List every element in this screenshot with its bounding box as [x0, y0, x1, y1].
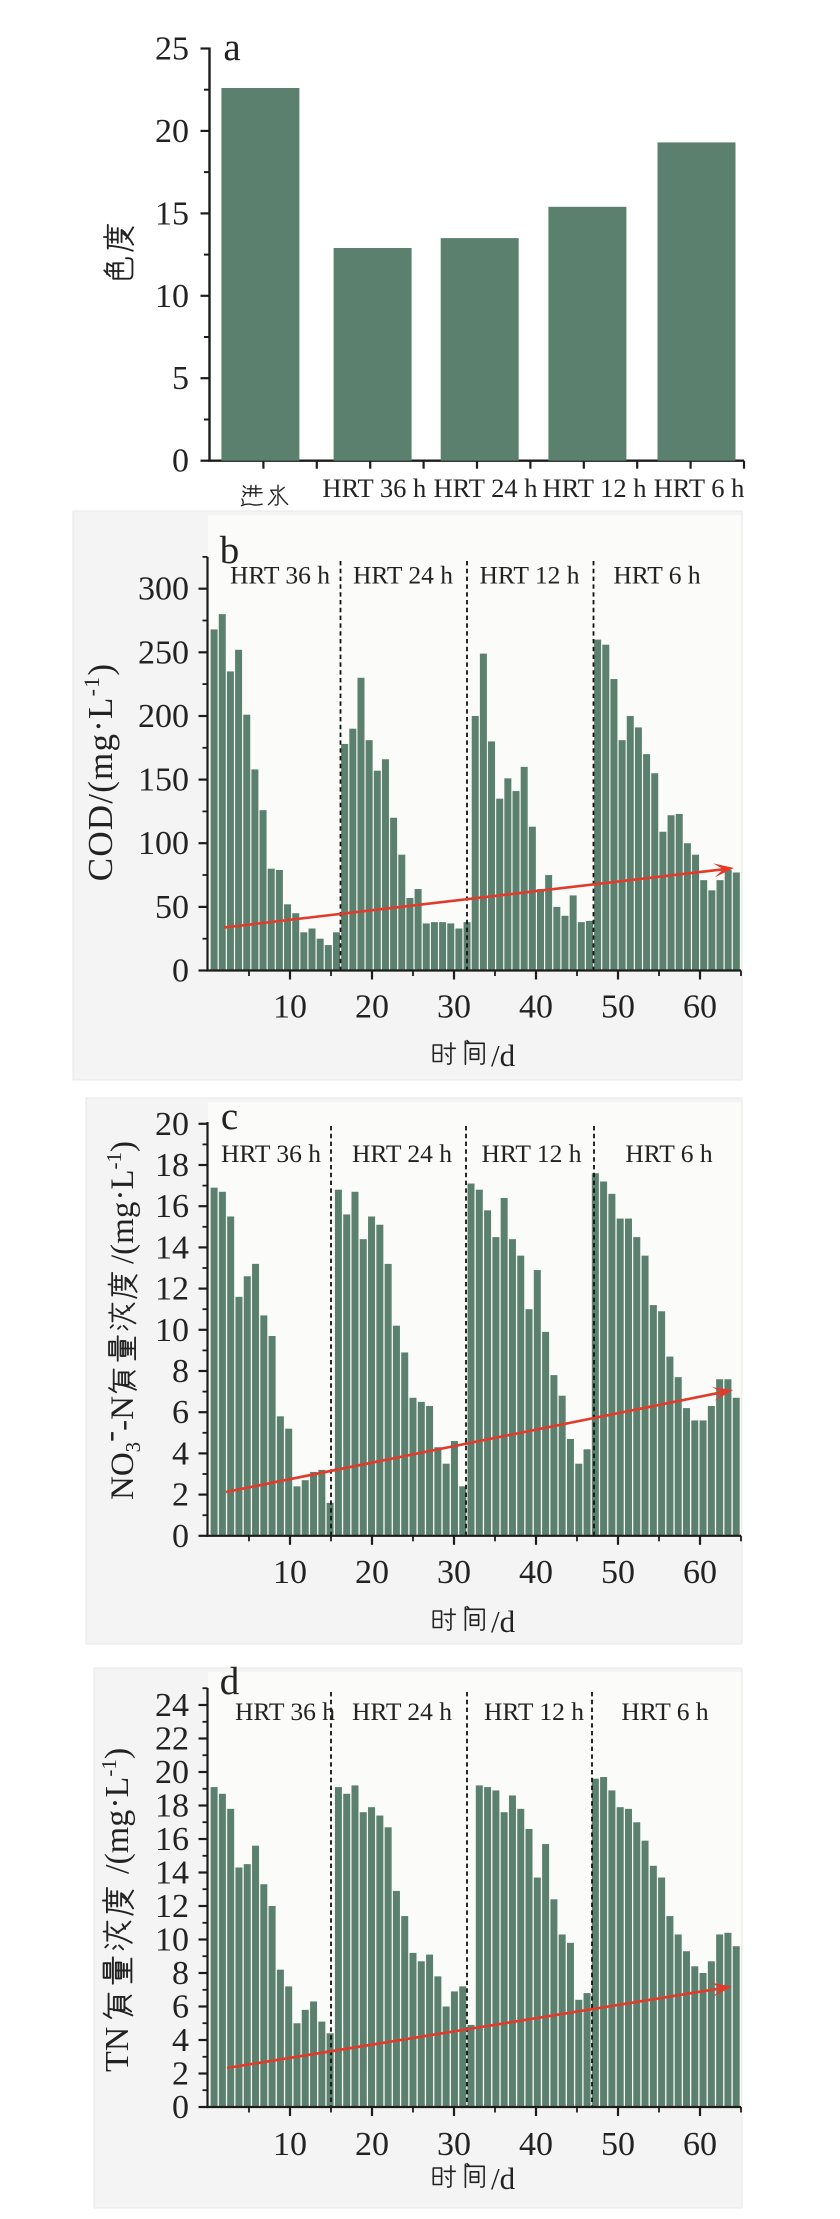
svg-text:TN: TN: [99, 2027, 136, 2072]
svg-text:14: 14: [155, 1855, 189, 1892]
svg-text:300: 300: [138, 571, 189, 608]
svg-text:4: 4: [172, 2022, 189, 2059]
svg-text:24: 24: [155, 1687, 189, 1724]
svg-text:HRT 24 h: HRT 24 h: [352, 1697, 452, 1726]
svg-text:/(mg·L-1): /(mg·L-1): [102, 1141, 141, 1264]
svg-text:30: 30: [437, 2126, 471, 2163]
svg-text:30: 30: [437, 1554, 471, 1591]
svg-text:16: 16: [155, 1821, 189, 1858]
svg-text:6: 6: [172, 1394, 189, 1431]
svg-text:8: 8: [172, 1353, 189, 1390]
svg-text:HRT 12 h: HRT 12 h: [543, 473, 647, 503]
svg-text:b: b: [220, 529, 240, 572]
svg-text:50: 50: [601, 989, 635, 1026]
svg-text:/d: /d: [491, 2161, 516, 2196]
svg-text:22: 22: [155, 1721, 189, 1758]
svg-text:20: 20: [155, 1754, 189, 1791]
svg-text:HRT 6 h: HRT 6 h: [613, 561, 701, 590]
svg-text:150: 150: [138, 762, 189, 799]
svg-text:60: 60: [683, 1554, 717, 1591]
svg-text:HRT 24 h: HRT 24 h: [352, 1139, 452, 1168]
svg-text:30: 30: [437, 989, 471, 1026]
svg-text:HRT 6 h: HRT 6 h: [621, 1697, 709, 1726]
svg-text:8: 8: [172, 1955, 189, 1992]
svg-text:12: 12: [155, 1888, 189, 1925]
svg-text:18: 18: [155, 1147, 189, 1184]
svg-text:250: 250: [138, 634, 189, 671]
svg-text:20: 20: [355, 1554, 389, 1591]
svg-text:HRT 24 h: HRT 24 h: [353, 561, 453, 590]
svg-text:20: 20: [355, 989, 389, 1026]
svg-text:18: 18: [155, 1788, 189, 1825]
svg-text:/d: /d: [491, 1038, 516, 1073]
svg-text:50: 50: [601, 2126, 635, 2163]
svg-text:0: 0: [172, 443, 189, 480]
svg-text:60: 60: [683, 989, 717, 1026]
svg-text:HRT 12 h: HRT 12 h: [481, 1139, 581, 1168]
svg-text:0: 0: [172, 953, 189, 990]
svg-text:10: 10: [273, 989, 307, 1026]
svg-text:40: 40: [519, 2126, 553, 2163]
svg-text:50: 50: [155, 889, 189, 926]
svg-text:10: 10: [155, 278, 189, 315]
svg-text:HRT 12 h: HRT 12 h: [484, 1697, 584, 1726]
svg-text:15: 15: [155, 195, 189, 232]
svg-text:20: 20: [155, 1106, 189, 1143]
svg-text:60: 60: [683, 2126, 717, 2163]
svg-text:10: 10: [273, 1554, 307, 1591]
svg-text:40: 40: [519, 989, 553, 1026]
svg-text:200: 200: [138, 698, 189, 735]
svg-text:HRT 36 h: HRT 36 h: [221, 1139, 321, 1168]
svg-text:HRT 6 h: HRT 6 h: [654, 473, 745, 503]
svg-text:HRT 36 h: HRT 36 h: [235, 1697, 335, 1726]
svg-text:50: 50: [601, 1554, 635, 1591]
svg-text:2: 2: [172, 1477, 189, 1514]
svg-text:10: 10: [273, 2126, 307, 2163]
svg-text:100: 100: [138, 825, 189, 862]
svg-text:20: 20: [155, 113, 189, 150]
svg-text:HRT 36 h: HRT 36 h: [230, 561, 330, 590]
svg-text:20: 20: [355, 2126, 389, 2163]
svg-text:a: a: [223, 26, 240, 69]
svg-text:HRT 6 h: HRT 6 h: [625, 1139, 713, 1168]
svg-text:6: 6: [172, 1989, 189, 2026]
svg-text:12: 12: [155, 1271, 189, 1308]
svg-text:10: 10: [155, 1312, 189, 1349]
svg-text:HRT 36 h: HRT 36 h: [322, 473, 426, 503]
svg-text:2: 2: [172, 2056, 189, 2093]
svg-text:HRT 24 h: HRT 24 h: [434, 473, 538, 503]
svg-text:14: 14: [155, 1229, 189, 1266]
svg-text:40: 40: [519, 1554, 553, 1591]
svg-text:5: 5: [172, 360, 189, 397]
svg-text:d: d: [220, 1660, 240, 1703]
svg-text:c: c: [221, 1095, 238, 1138]
svg-text:10: 10: [155, 1922, 189, 1959]
svg-text:HRT 12 h: HRT 12 h: [479, 561, 579, 590]
svg-text:4: 4: [172, 1435, 189, 1472]
svg-text:0: 0: [172, 2089, 189, 2126]
svg-text:/d: /d: [491, 1604, 516, 1639]
svg-text:COD/(mg·L-1): COD/(mg·L-1): [79, 663, 120, 881]
svg-text:25: 25: [155, 31, 189, 68]
svg-text:16: 16: [155, 1188, 189, 1225]
svg-text:0: 0: [172, 1518, 189, 1555]
